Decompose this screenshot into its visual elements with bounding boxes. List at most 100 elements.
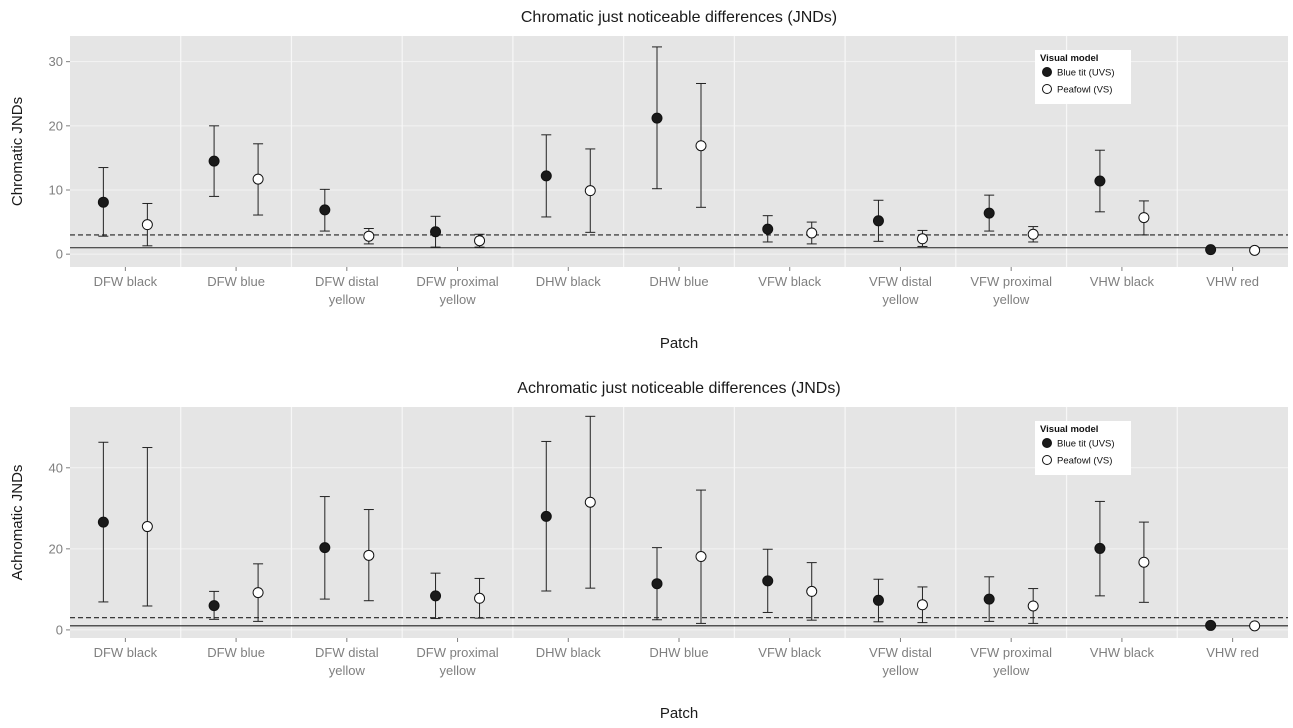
legend: Visual model Blue tit (UVS) Peafowl (VS)	[1035, 50, 1131, 104]
legend-box	[1035, 50, 1131, 104]
x-tick-label: DFW blue	[207, 274, 265, 289]
chart-panel-2: Achromatic just noticeable differences (…	[9, 380, 1288, 722]
x-tick-label: yellow	[993, 292, 1030, 307]
y-tick-label: 0	[56, 247, 63, 262]
x-tick-label: yellow	[882, 663, 919, 678]
data-point	[584, 496, 596, 508]
data-point	[983, 593, 995, 605]
legend-label: Blue tit (UVS)	[1057, 68, 1115, 79]
x-tick-label: VFW proximal	[970, 645, 1052, 660]
data-point	[540, 170, 552, 182]
data-point	[1094, 542, 1106, 554]
data-point	[363, 230, 375, 242]
series-1	[97, 46, 1217, 256]
x-tick-label: yellow	[439, 292, 476, 307]
data-point	[97, 516, 109, 528]
x-tick-label: yellow	[329, 292, 366, 307]
legend-box	[1035, 421, 1131, 475]
data-point	[1138, 212, 1150, 224]
x-tick-label: DHW blue	[649, 645, 708, 660]
data-point	[141, 219, 153, 231]
x-tick-label: DHW black	[536, 645, 602, 660]
data-point	[1249, 244, 1261, 256]
data-point	[1027, 600, 1039, 612]
data-point	[762, 575, 774, 587]
x-tick-label: DFW proximal	[416, 645, 498, 660]
data-point	[363, 549, 375, 561]
y-tick-label: 20	[49, 118, 63, 133]
data-point	[872, 215, 884, 227]
legend-label: Blue tit (UVS)	[1057, 439, 1115, 450]
x-tick-label: DHW black	[536, 274, 602, 289]
legend-marker	[1042, 84, 1052, 94]
x-tick-label: DFW proximal	[416, 274, 498, 289]
series-2	[141, 82, 1261, 256]
x-tick-label: VHW black	[1090, 645, 1155, 660]
data-point	[983, 207, 995, 219]
legend-marker	[1042, 438, 1052, 448]
data-point	[208, 600, 220, 612]
data-point	[806, 227, 818, 239]
x-tick-label: VFW black	[758, 645, 821, 660]
data-point	[1094, 175, 1106, 187]
data-point	[584, 185, 596, 197]
x-tick-label: VHW red	[1206, 274, 1259, 289]
legend-title: Visual model	[1040, 424, 1098, 435]
data-point	[806, 585, 818, 597]
data-point	[762, 223, 774, 235]
y-axis-title: Achromatic JNDs	[9, 465, 26, 581]
data-point	[1027, 228, 1039, 240]
legend-label: Peafowl (VS)	[1057, 85, 1112, 96]
data-point	[319, 542, 331, 554]
y-tick-label: 10	[49, 183, 63, 198]
y-tick-label: 20	[49, 541, 63, 556]
x-tick-label: VFW proximal	[970, 274, 1052, 289]
data-point	[474, 592, 486, 604]
data-point	[1205, 244, 1217, 256]
legend-marker	[1042, 455, 1052, 465]
data-point	[695, 140, 707, 152]
chart-title: Achromatic just noticeable differences (…	[517, 380, 840, 397]
x-tick-label: yellow	[993, 663, 1030, 678]
x-tick-label: DFW black	[94, 645, 158, 660]
x-tick-label: DHW blue	[649, 274, 708, 289]
data-point	[540, 510, 552, 522]
x-tick-label: DFW black	[94, 274, 158, 289]
x-tick-label: DFW distal	[315, 645, 379, 660]
data-point	[474, 235, 486, 247]
data-point	[1205, 619, 1217, 631]
series-2	[141, 415, 1261, 632]
x-tick-label: VFW distal	[869, 645, 932, 660]
x-axis-title: Patch	[660, 335, 698, 352]
x-tick-label: yellow	[439, 663, 476, 678]
x-tick-label: VFW distal	[869, 274, 932, 289]
data-point	[916, 233, 928, 245]
data-point	[141, 521, 153, 533]
x-tick-label: VFW black	[758, 274, 821, 289]
data-point	[651, 578, 663, 590]
y-axis-title: Chromatic JNDs	[9, 97, 26, 206]
x-tick-label: VHW black	[1090, 274, 1155, 289]
legend-title: Visual model	[1040, 53, 1098, 64]
data-point	[252, 173, 264, 185]
data-point	[695, 551, 707, 563]
data-point	[651, 112, 663, 124]
y-tick-label: 40	[49, 460, 63, 475]
legend: Visual model Blue tit (UVS) Peafowl (VS)	[1035, 421, 1131, 475]
chart-title: Chromatic just noticeable differences (J…	[521, 9, 837, 26]
series-1	[97, 440, 1217, 631]
x-tick-label: DFW blue	[207, 645, 265, 660]
x-tick-label: VHW red	[1206, 645, 1259, 660]
legend-label: Peafowl (VS)	[1057, 456, 1112, 467]
data-point	[97, 196, 109, 208]
x-tick-label: DFW distal	[315, 274, 379, 289]
data-point	[319, 204, 331, 216]
data-point	[916, 599, 928, 611]
data-point	[1249, 620, 1261, 632]
data-point	[252, 587, 264, 599]
y-tick-label: 30	[49, 54, 63, 69]
data-point	[872, 594, 884, 606]
x-tick-label: yellow	[329, 663, 366, 678]
data-point	[208, 155, 220, 167]
